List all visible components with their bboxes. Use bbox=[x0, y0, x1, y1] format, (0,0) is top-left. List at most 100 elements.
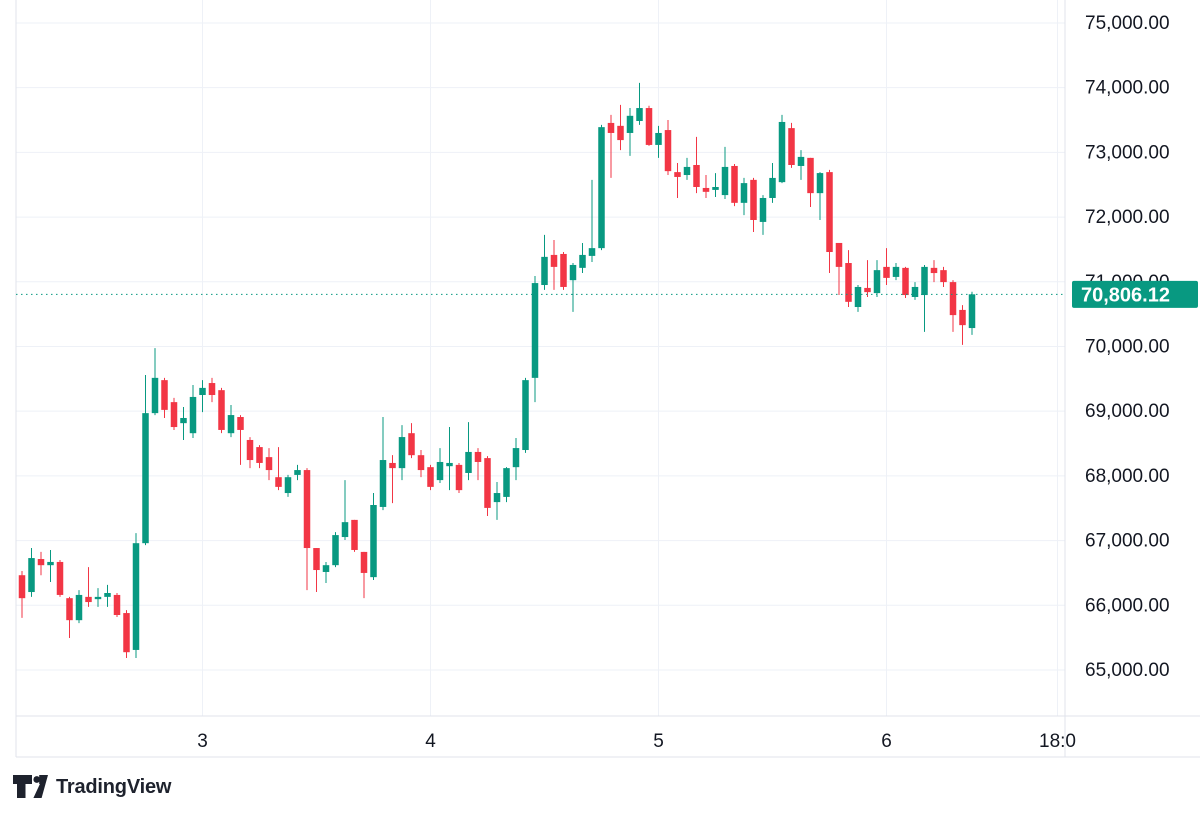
candle-body bbox=[37, 559, 45, 566]
candle-body bbox=[693, 164, 700, 187]
candle-body bbox=[959, 309, 966, 326]
candle-body bbox=[645, 108, 653, 145]
candle-body bbox=[541, 256, 548, 286]
candle-body bbox=[493, 493, 501, 503]
candle-body bbox=[674, 172, 681, 177]
candle-body bbox=[807, 157, 814, 194]
candle-body bbox=[313, 548, 320, 571]
candle-body bbox=[797, 156, 805, 166]
candle-body bbox=[85, 596, 92, 603]
candle-body bbox=[579, 254, 586, 268]
last-price-badge: 70,806.12 bbox=[1072, 280, 1198, 308]
candle-body bbox=[845, 263, 852, 302]
candle-body bbox=[161, 380, 168, 410]
candle-body bbox=[151, 377, 159, 414]
candle-body bbox=[455, 464, 463, 491]
candle-body bbox=[560, 253, 567, 287]
time-axis[interactable]: 3 4 5 6 18:0 bbox=[197, 731, 1076, 752]
price-axis-label: 73,000.00 bbox=[1085, 142, 1170, 163]
candle-body bbox=[930, 267, 938, 274]
candle-body bbox=[123, 613, 130, 653]
candle-body bbox=[873, 270, 881, 294]
candle-body bbox=[617, 125, 624, 141]
candle-body bbox=[436, 461, 444, 481]
candles-layer bbox=[18, 82, 976, 659]
candle-body bbox=[379, 460, 387, 507]
candle-body bbox=[816, 173, 824, 194]
price-axis-label: 66,000.00 bbox=[1085, 595, 1170, 616]
candle-body bbox=[588, 248, 596, 256]
candle-body bbox=[835, 242, 843, 267]
last-price-badge-bg bbox=[1072, 280, 1198, 308]
candle-body bbox=[826, 172, 833, 253]
time-axis-label: 6 bbox=[881, 731, 892, 752]
candle-body bbox=[864, 287, 871, 293]
candle-body bbox=[655, 132, 662, 145]
price-chart[interactable]: 75,000.0074,000.0073,000.0072,000.0071,0… bbox=[0, 0, 1200, 758]
candle-body bbox=[227, 415, 235, 434]
candle-body bbox=[218, 390, 225, 430]
candle-body bbox=[721, 166, 729, 196]
price-axis-label: 67,000.00 bbox=[1085, 531, 1170, 552]
candle-body bbox=[626, 115, 634, 133]
candle-body bbox=[512, 448, 520, 468]
candle-body bbox=[598, 127, 605, 249]
candle-body bbox=[284, 477, 292, 494]
candle-body bbox=[607, 122, 615, 133]
candle-body bbox=[759, 197, 767, 222]
candle-body bbox=[142, 413, 149, 544]
candle-body bbox=[902, 267, 909, 296]
candle-body bbox=[740, 183, 748, 203]
candle-body bbox=[550, 254, 558, 267]
candle-body bbox=[569, 264, 577, 281]
last-price-badge-label: 70,806.12 bbox=[1081, 284, 1170, 306]
candle-body bbox=[256, 447, 263, 463]
candle-body bbox=[104, 593, 111, 597]
candle-body bbox=[940, 270, 947, 283]
candle-body bbox=[921, 266, 928, 296]
candle-body bbox=[769, 177, 776, 198]
candle-body bbox=[911, 286, 919, 297]
candle-body bbox=[351, 519, 358, 550]
candle-body bbox=[322, 565, 330, 572]
candle-body bbox=[189, 396, 197, 434]
candle-body bbox=[522, 380, 529, 451]
chart-background bbox=[0, 0, 1200, 758]
grid-layer bbox=[16, 0, 1065, 716]
candle-body bbox=[683, 166, 691, 176]
candle-body bbox=[75, 594, 83, 621]
candle-body bbox=[427, 467, 434, 487]
candle-body bbox=[370, 505, 377, 578]
candle-body bbox=[208, 383, 216, 396]
candle-body bbox=[132, 543, 140, 650]
tradingview-logo-text: TradingView bbox=[56, 775, 172, 798]
candle-body bbox=[664, 130, 672, 172]
candle-body bbox=[892, 266, 900, 277]
candle-body bbox=[408, 433, 415, 456]
pane-borders bbox=[15, 0, 1200, 758]
candle-body bbox=[47, 561, 54, 566]
candle-body bbox=[731, 165, 738, 203]
candle-body bbox=[854, 286, 862, 308]
candle-body bbox=[66, 598, 73, 621]
time-axis-label: 3 bbox=[197, 731, 208, 752]
candle-body bbox=[636, 108, 643, 121]
candle-body bbox=[531, 283, 539, 378]
candle-body bbox=[303, 470, 311, 549]
price-axis-label: 72,000.00 bbox=[1085, 207, 1170, 228]
candle-body bbox=[788, 128, 795, 165]
candle-body bbox=[484, 458, 491, 508]
candle-body bbox=[237, 417, 244, 430]
candle-body bbox=[417, 455, 425, 471]
candle-body bbox=[883, 266, 890, 278]
tradingview-logo[interactable]: TradingView bbox=[13, 771, 171, 803]
candle-body bbox=[702, 187, 710, 192]
candle-body bbox=[778, 121, 786, 183]
candle-body bbox=[56, 561, 64, 595]
time-axis-label: 5 bbox=[653, 731, 664, 752]
price-axis-label: 69,000.00 bbox=[1085, 401, 1170, 422]
candle-body bbox=[246, 439, 254, 461]
price-axis-label: 70,000.00 bbox=[1085, 336, 1170, 357]
candle-body bbox=[341, 522, 349, 538]
